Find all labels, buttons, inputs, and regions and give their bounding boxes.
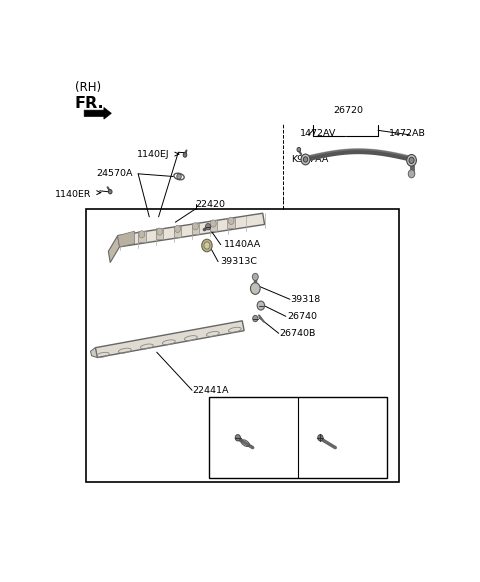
Circle shape — [202, 239, 212, 252]
Text: 1140AA: 1140AA — [224, 240, 261, 249]
Polygon shape — [108, 236, 120, 262]
Polygon shape — [91, 347, 97, 357]
Circle shape — [205, 223, 211, 230]
Bar — [174, 226, 181, 236]
Circle shape — [257, 301, 264, 310]
Text: 1140EJ: 1140EJ — [217, 410, 250, 418]
Bar — [156, 229, 163, 239]
Circle shape — [210, 220, 216, 227]
Circle shape — [303, 157, 308, 162]
Circle shape — [108, 190, 112, 194]
Bar — [209, 397, 387, 478]
Polygon shape — [118, 231, 134, 247]
Circle shape — [235, 435, 240, 441]
Circle shape — [408, 170, 415, 178]
Bar — [228, 218, 235, 229]
Text: 1140EJ: 1140EJ — [304, 410, 336, 418]
Circle shape — [228, 217, 234, 225]
Text: K927AA: K927AA — [291, 155, 329, 164]
Circle shape — [157, 228, 163, 235]
Text: (RH): (RH) — [75, 81, 101, 94]
Circle shape — [407, 155, 416, 166]
Circle shape — [139, 230, 145, 238]
Bar — [210, 221, 217, 231]
Circle shape — [252, 274, 258, 281]
Text: 1140ER: 1140ER — [55, 190, 92, 199]
Text: 22441A: 22441A — [192, 386, 228, 395]
Text: 27370A: 27370A — [222, 466, 258, 475]
Circle shape — [204, 242, 210, 249]
Text: 39318: 39318 — [290, 295, 321, 304]
Text: 22420: 22420 — [196, 200, 226, 209]
Text: 1472AB: 1472AB — [389, 129, 426, 138]
Circle shape — [297, 147, 300, 152]
Text: 24570A: 24570A — [96, 169, 132, 178]
Circle shape — [251, 283, 260, 294]
Text: 1472AV: 1472AV — [300, 129, 336, 138]
Circle shape — [318, 435, 323, 441]
Text: 26740B: 26740B — [279, 329, 316, 338]
Circle shape — [252, 315, 258, 322]
Polygon shape — [84, 108, 111, 119]
Polygon shape — [96, 321, 244, 357]
Circle shape — [192, 223, 198, 230]
Circle shape — [177, 174, 181, 179]
Circle shape — [183, 152, 187, 157]
Text: 39313C: 39313C — [220, 257, 257, 266]
Text: FR.: FR. — [75, 96, 105, 111]
Bar — [192, 223, 199, 234]
Bar — [86, 209, 398, 482]
Polygon shape — [118, 213, 264, 247]
Circle shape — [175, 225, 180, 233]
Bar — [138, 231, 145, 242]
Circle shape — [301, 154, 310, 165]
Text: 26720: 26720 — [333, 106, 363, 115]
Text: 91991D: 91991D — [309, 466, 346, 475]
Text: 26740: 26740 — [287, 312, 317, 321]
Text: 1140EJ: 1140EJ — [137, 150, 170, 158]
Circle shape — [409, 157, 414, 164]
